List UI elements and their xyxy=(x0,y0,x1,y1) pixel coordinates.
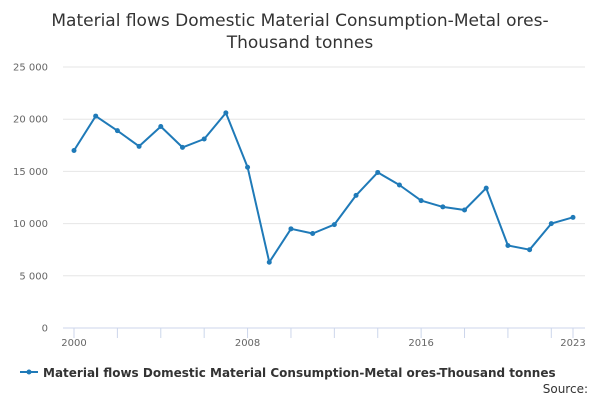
data-point[interactable] xyxy=(288,226,294,232)
data-point[interactable] xyxy=(310,231,316,237)
y-tick-label: 20 000 xyxy=(13,115,48,126)
y-tick-label: 10 000 xyxy=(13,219,48,230)
y-tick-label: 5 000 xyxy=(19,271,48,282)
data-point[interactable] xyxy=(548,221,554,227)
x-axis-tick-labels: 2000 2008 2016 2023 xyxy=(61,338,585,349)
data-point[interactable] xyxy=(331,222,337,228)
legend-marker-icon xyxy=(26,369,32,375)
data-point[interactable] xyxy=(266,259,272,265)
series-points xyxy=(71,110,576,265)
data-point[interactable] xyxy=(245,164,251,170)
x-tick-label: 2016 xyxy=(408,338,433,349)
x-axis-ticks xyxy=(73,328,574,338)
data-point[interactable] xyxy=(483,185,489,191)
x-tick-label: 2000 xyxy=(61,338,86,349)
x-tick-label: 2008 xyxy=(235,338,260,349)
legend[interactable]: Material flows Domestic Material Consump… xyxy=(20,366,556,380)
data-point[interactable] xyxy=(462,207,468,213)
data-point[interactable] xyxy=(179,144,185,150)
data-point[interactable] xyxy=(505,243,511,249)
data-point[interactable] xyxy=(418,198,424,204)
data-point[interactable] xyxy=(201,136,207,142)
x-tick-label: 2023 xyxy=(560,338,585,349)
data-point[interactable] xyxy=(375,169,381,175)
data-point[interactable] xyxy=(570,214,576,220)
data-point[interactable] xyxy=(396,182,402,188)
data-point[interactable] xyxy=(223,110,229,116)
gridlines xyxy=(63,66,585,277)
data-point[interactable] xyxy=(527,247,533,253)
y-axis-tick-labels: 0 5 000 10 000 15 000 20 000 25 000 xyxy=(13,63,48,335)
series-line xyxy=(73,111,574,264)
chart-title-line-1: Material flows Domestic Material Consump… xyxy=(51,11,548,31)
data-point[interactable] xyxy=(440,204,446,210)
chart-title-line-2: Thousand tonnes xyxy=(226,33,374,53)
y-tick-label: 25 000 xyxy=(13,63,48,74)
data-point[interactable] xyxy=(114,128,120,134)
data-point[interactable] xyxy=(353,192,359,198)
data-point[interactable] xyxy=(71,148,77,154)
source-label: Source: xyxy=(543,382,588,396)
y-tick-label: 0 xyxy=(42,324,48,335)
data-point[interactable] xyxy=(93,113,99,119)
data-point[interactable] xyxy=(136,143,142,149)
legend-label: Material flows Domestic Material Consump… xyxy=(43,366,556,380)
data-point[interactable] xyxy=(158,124,164,130)
y-tick-label: 15 000 xyxy=(13,167,48,178)
